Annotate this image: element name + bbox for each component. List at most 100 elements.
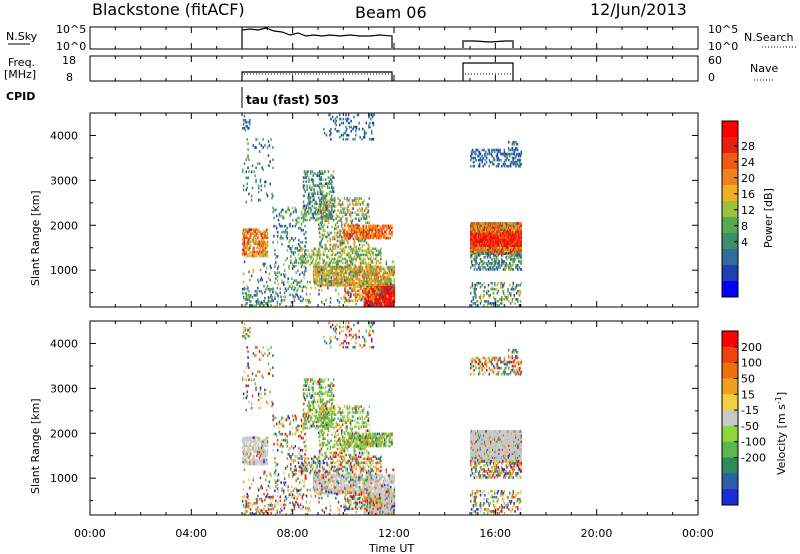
power-cell	[477, 148, 479, 152]
power-cell	[484, 158, 486, 162]
power-cell	[352, 127, 354, 131]
power-cell	[470, 164, 472, 168]
power-cell	[300, 210, 303, 214]
velocity-cell	[253, 458, 256, 462]
power-cell	[318, 265, 320, 269]
power-cell	[381, 230, 383, 234]
power-cell	[290, 255, 292, 258]
power-cell	[317, 267, 319, 271]
power-cell	[475, 244, 477, 247]
power-cell	[501, 264, 503, 267]
power-cell	[380, 283, 382, 287]
power-cell	[311, 170, 314, 173]
power-cell	[365, 261, 367, 265]
power-cell	[517, 234, 520, 237]
velocity-cell	[245, 452, 248, 456]
power-cell	[517, 240, 520, 243]
power-cell	[361, 267, 364, 271]
power-cell	[242, 240, 245, 244]
power-cell	[371, 279, 373, 283]
power-cell	[286, 232, 289, 236]
power-cell	[372, 287, 375, 291]
power-cell	[261, 236, 263, 240]
velocity-cell	[269, 390, 271, 394]
power-cell	[280, 214, 282, 218]
power-cell	[501, 254, 504, 257]
power-cell	[520, 238, 523, 241]
power-cell	[485, 248, 487, 252]
power-cell	[383, 302, 385, 305]
power-cell	[364, 239, 366, 243]
power-cell	[497, 162, 499, 166]
power-cell	[366, 300, 368, 304]
power-cell	[343, 297, 345, 301]
velocity-cell	[242, 460, 245, 464]
power-cell	[333, 259, 335, 263]
power-cell	[505, 230, 507, 233]
power-cell	[297, 249, 300, 253]
power-cell	[504, 234, 507, 237]
power-cell	[337, 263, 340, 267]
power-cell	[361, 234, 364, 238]
power-cell	[498, 242, 500, 245]
power-cell	[380, 257, 382, 261]
power-cell	[348, 264, 350, 268]
power-cell	[319, 205, 322, 208]
power-cell	[361, 291, 364, 295]
power-cell	[270, 300, 272, 303]
power-cell	[388, 273, 390, 277]
power-cell	[325, 219, 328, 223]
power-cell	[313, 282, 316, 286]
power-cell	[376, 289, 379, 293]
power-cell	[348, 255, 350, 259]
power-cell	[312, 180, 315, 183]
power-cell	[374, 273, 376, 277]
power-cell	[242, 250, 245, 254]
power-cell	[377, 295, 379, 299]
power-cell	[318, 178, 321, 181]
velocity-cell	[243, 460, 246, 464]
velocity-cell	[246, 332, 248, 336]
power-cell	[390, 279, 392, 283]
power-cell	[344, 259, 347, 263]
power-cell	[509, 164, 512, 168]
velocity-cell	[255, 386, 257, 390]
power-cell	[324, 217, 326, 221]
power-cell	[319, 261, 321, 265]
velocity-cell	[254, 354, 256, 357]
power-cell	[470, 244, 473, 247]
power-cell	[504, 226, 507, 229]
power-cell	[495, 164, 498, 168]
power-cell	[305, 240, 307, 244]
power-cell	[250, 198, 253, 202]
power-cell	[485, 300, 488, 303]
power-cell	[309, 170, 312, 173]
power-cell	[343, 239, 346, 243]
power-cell	[341, 249, 343, 253]
power-cell	[277, 218, 280, 222]
power-cell	[509, 252, 511, 256]
power-cell	[496, 156, 499, 160]
power-cell	[383, 300, 385, 303]
power-cell	[385, 279, 388, 283]
power-cell	[320, 190, 323, 194]
power-cell	[346, 224, 349, 228]
power-cell	[519, 228, 522, 231]
power-cell	[375, 275, 377, 279]
power-cell	[363, 298, 366, 301]
power-cell	[508, 222, 510, 225]
power-cell	[258, 248, 261, 252]
power-cell	[362, 273, 365, 277]
power-cell	[304, 190, 307, 194]
power-cell	[474, 156, 476, 160]
power-cell	[318, 288, 320, 292]
power-cell	[265, 228, 268, 232]
power-cell	[345, 117, 347, 121]
power-cell	[482, 156, 484, 160]
power-cell	[514, 224, 516, 227]
power-cell	[504, 232, 507, 235]
power-cell	[338, 283, 341, 287]
power-cell	[479, 152, 482, 156]
power-cell	[505, 238, 507, 241]
velocity-cell	[279, 495, 281, 499]
